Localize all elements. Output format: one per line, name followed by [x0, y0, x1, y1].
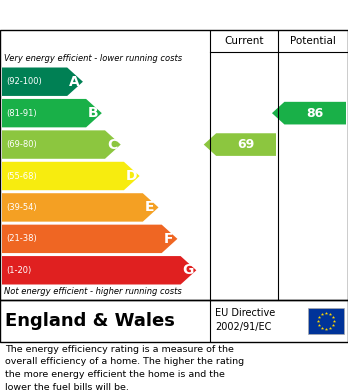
- Text: (1-20): (1-20): [6, 266, 31, 275]
- Text: Potential: Potential: [290, 36, 336, 46]
- Text: The energy efficiency rating is a measure of the
overall efficiency of a home. T: The energy efficiency rating is a measur…: [5, 345, 244, 391]
- Text: B: B: [88, 106, 99, 120]
- Polygon shape: [2, 68, 83, 96]
- Text: Not energy efficient - higher running costs: Not energy efficient - higher running co…: [4, 287, 182, 296]
- Text: A: A: [69, 75, 80, 89]
- Polygon shape: [2, 130, 121, 159]
- Text: (55-68): (55-68): [6, 172, 37, 181]
- Polygon shape: [2, 99, 102, 127]
- Text: 86: 86: [307, 107, 324, 120]
- Text: (81-91): (81-91): [6, 109, 37, 118]
- Text: (92-100): (92-100): [6, 77, 42, 86]
- Text: (21-38): (21-38): [6, 234, 37, 243]
- Text: Energy Efficiency Rating: Energy Efficiency Rating: [7, 7, 228, 23]
- Polygon shape: [272, 102, 346, 124]
- Text: D: D: [126, 169, 137, 183]
- Text: (69-80): (69-80): [6, 140, 37, 149]
- Text: Very energy efficient - lower running costs: Very energy efficient - lower running co…: [4, 54, 182, 63]
- Bar: [308, 308, 344, 334]
- Polygon shape: [2, 193, 159, 222]
- Text: 69: 69: [237, 138, 255, 151]
- Text: England & Wales: England & Wales: [5, 312, 175, 330]
- Text: C: C: [107, 138, 117, 152]
- Polygon shape: [2, 256, 196, 285]
- Polygon shape: [2, 225, 177, 253]
- Text: Current: Current: [224, 36, 264, 46]
- Text: F: F: [164, 232, 173, 246]
- Text: G: G: [183, 263, 194, 277]
- Text: E: E: [145, 201, 154, 214]
- Text: (39-54): (39-54): [6, 203, 37, 212]
- Polygon shape: [204, 133, 276, 156]
- Text: EU Directive
2002/91/EC: EU Directive 2002/91/EC: [215, 308, 275, 332]
- Polygon shape: [2, 162, 140, 190]
